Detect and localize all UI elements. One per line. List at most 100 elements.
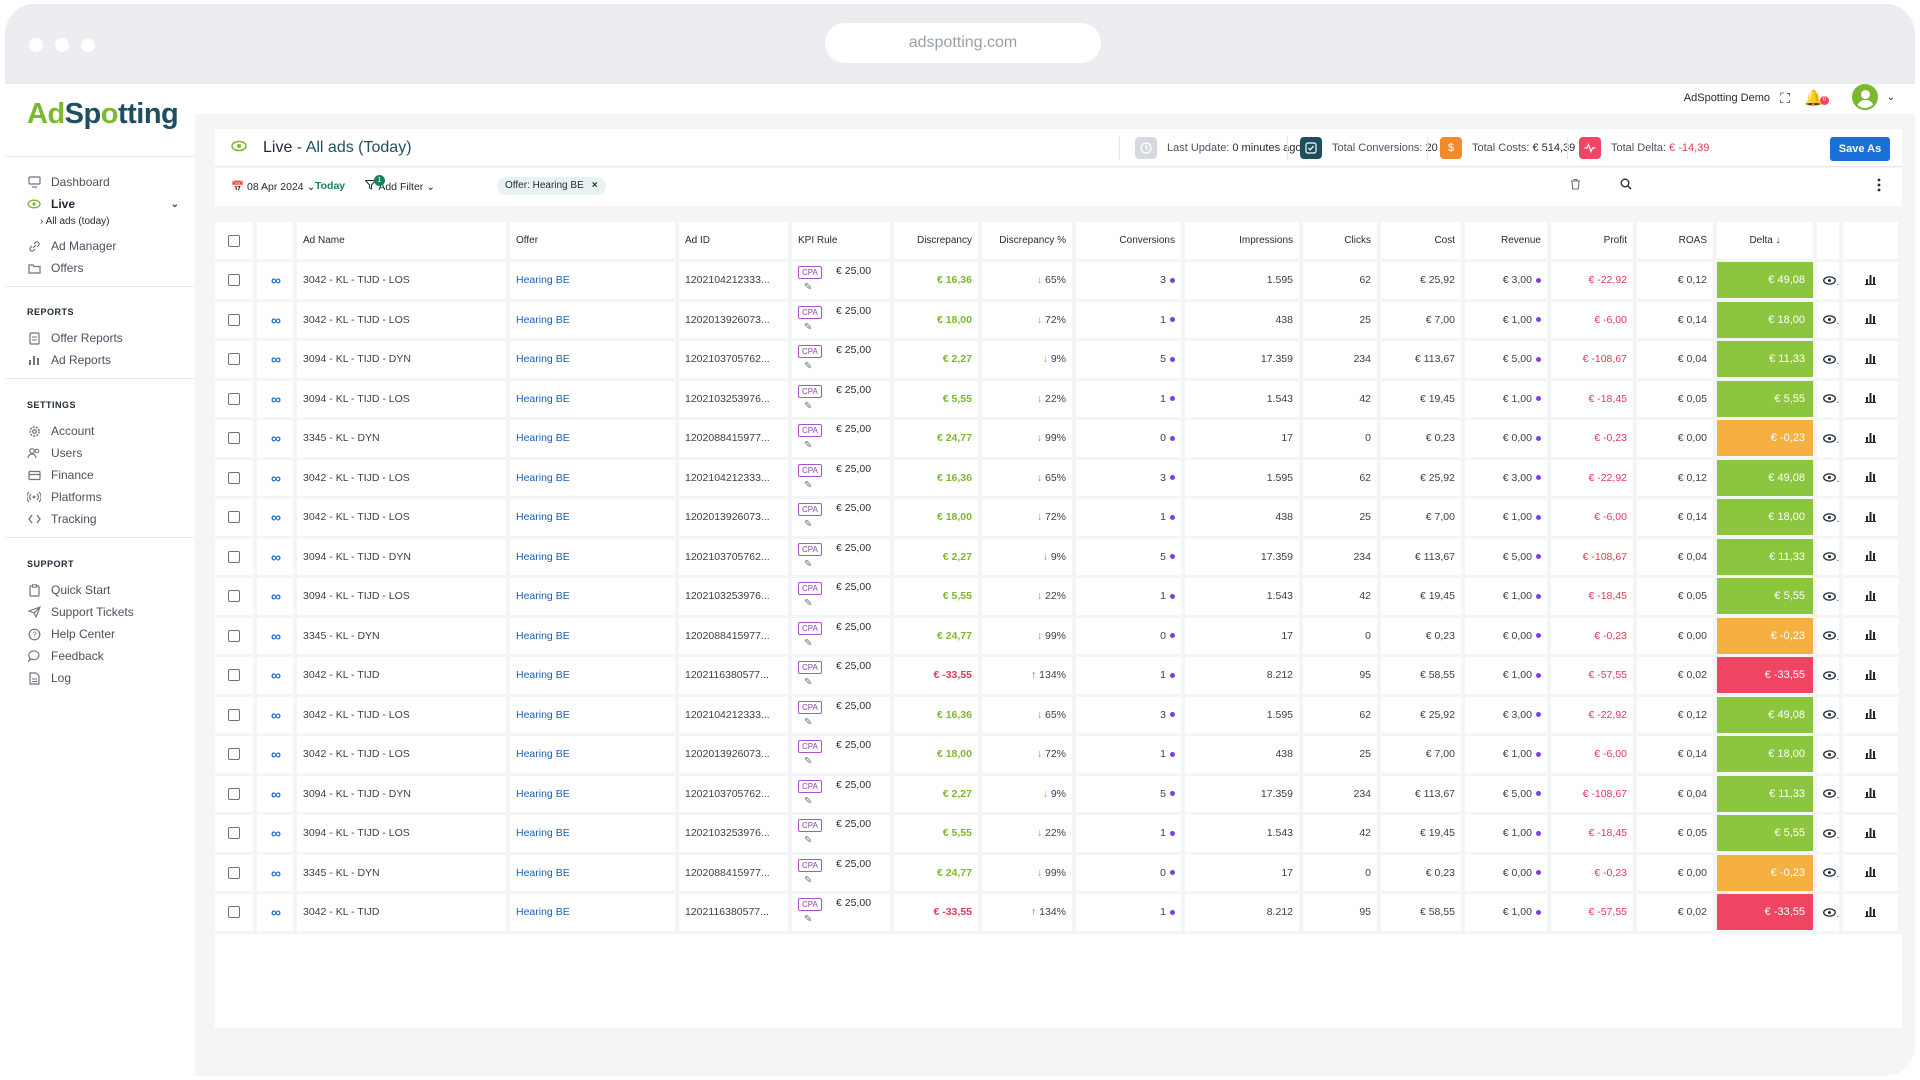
stats-action[interactable] xyxy=(1843,617,1902,657)
column-header-discrepancy[interactable]: Discrepancy xyxy=(894,222,982,262)
offer-link-text[interactable]: Hearing BE xyxy=(516,432,570,445)
table-row[interactable]: ∞ 3345 - KL - DYN Hearing BE 12020884159… xyxy=(215,617,1902,657)
sidebar-subitem-all-ads[interactable]: › All ads (today) xyxy=(40,216,110,227)
offer-link[interactable]: Hearing BE xyxy=(510,854,679,894)
ad-name[interactable]: 3042 - KL - TIJD - LOS xyxy=(297,736,510,776)
row-checkbox[interactable] xyxy=(228,432,240,445)
eye-icon[interactable] xyxy=(1823,391,1836,406)
offer-link[interactable]: Hearing BE xyxy=(510,657,679,697)
avatar[interactable] xyxy=(1852,84,1878,110)
edit-icon[interactable]: ✎ xyxy=(804,795,813,807)
filter-chip-offer[interactable]: Offer: Hearing BE × xyxy=(497,177,606,195)
row-checkbox[interactable] xyxy=(228,353,240,366)
bar-chart-icon[interactable] xyxy=(1865,628,1876,643)
window-close-dot[interactable] xyxy=(29,38,43,52)
table-row[interactable]: ∞ 3094 - KL - TIJD - DYN Hearing BE 1202… xyxy=(215,775,1902,815)
edit-icon[interactable]: ✎ xyxy=(804,479,813,491)
column-header-impressions[interactable]: Impressions xyxy=(1185,222,1303,262)
offer-link-text[interactable]: Hearing BE xyxy=(516,787,570,800)
offer-link-text[interactable]: Hearing BE xyxy=(516,590,570,603)
row-checkbox[interactable] xyxy=(228,313,240,326)
column-header-kpi-rule[interactable]: KPI Rule xyxy=(792,222,894,262)
user-name[interactable]: AdSpotting Demo xyxy=(1683,92,1770,104)
offer-link-text[interactable]: Hearing BE xyxy=(516,906,570,919)
today-button[interactable]: Today xyxy=(315,180,346,192)
edit-icon[interactable]: ✎ xyxy=(804,440,813,452)
stats-action[interactable] xyxy=(1843,341,1902,381)
stats-action[interactable] xyxy=(1843,578,1902,618)
table-row[interactable]: ∞ 3042 - KL - TIJD - LOS Hearing BE 1202… xyxy=(215,301,1902,341)
ad-name[interactable]: 3042 - KL - TIJD xyxy=(297,657,510,697)
eye-icon[interactable] xyxy=(1823,470,1836,485)
trash-icon[interactable] xyxy=(1570,178,1581,193)
view-action[interactable] xyxy=(1817,775,1843,815)
ad-name[interactable]: 3094 - KL - TIJD - DYN xyxy=(297,341,510,381)
view-action[interactable] xyxy=(1817,815,1843,855)
offer-link[interactable]: Hearing BE xyxy=(510,341,679,381)
sidebar-item-tracking[interactable]: Tracking xyxy=(27,509,187,529)
ad-name[interactable]: 3042 - KL - TIJD - LOS xyxy=(297,301,510,341)
sidebar-item-support-tickets[interactable]: Support Tickets xyxy=(27,602,187,622)
bar-chart-icon[interactable] xyxy=(1865,668,1876,683)
ad-name[interactable]: 3345 - KL - DYN xyxy=(297,854,510,894)
offer-link-text[interactable]: Hearing BE xyxy=(516,827,570,840)
stats-action[interactable] xyxy=(1843,538,1902,578)
column-header-revenue[interactable]: Revenue xyxy=(1465,222,1551,262)
bar-chart-icon[interactable] xyxy=(1865,589,1876,604)
offer-link-text[interactable]: Hearing BE xyxy=(516,313,570,326)
sidebar-item-dashboard[interactable]: Dashboard xyxy=(27,172,187,192)
column-header-ad-name[interactable]: Ad Name xyxy=(297,222,510,262)
offer-link[interactable]: Hearing BE xyxy=(510,380,679,420)
bar-chart-icon[interactable] xyxy=(1865,786,1876,801)
fullscreen-icon[interactable]: ⛶ xyxy=(1780,90,1790,106)
bar-chart-icon[interactable] xyxy=(1865,905,1876,920)
eye-icon[interactable] xyxy=(1823,431,1836,446)
offer-link-text[interactable]: Hearing BE xyxy=(516,669,570,682)
edit-icon[interactable]: ✎ xyxy=(804,637,813,649)
view-action[interactable] xyxy=(1817,894,1843,934)
stats-action[interactable] xyxy=(1843,262,1902,302)
eye-icon[interactable] xyxy=(1823,352,1836,367)
row-checkbox[interactable] xyxy=(228,511,240,524)
view-action[interactable] xyxy=(1817,341,1843,381)
table-row[interactable]: ∞ 3094 - KL - TIJD - DYN Hearing BE 1202… xyxy=(215,538,1902,578)
search-icon[interactable] xyxy=(1620,178,1632,193)
bar-chart-icon[interactable] xyxy=(1865,549,1876,564)
row-checkbox[interactable] xyxy=(228,787,240,800)
table-row[interactable]: ∞ 3042 - KL - TIJD Hearing BE 1202116380… xyxy=(215,894,1902,934)
edit-icon[interactable]: ✎ xyxy=(804,558,813,570)
table-row[interactable]: ∞ 3094 - KL - TIJD - LOS Hearing BE 1202… xyxy=(215,578,1902,618)
offer-link-text[interactable]: Hearing BE xyxy=(516,748,570,761)
table-row[interactable]: ∞ 3042 - KL - TIJD - LOS Hearing BE 1202… xyxy=(215,499,1902,539)
row-checkbox[interactable] xyxy=(228,550,240,563)
row-checkbox[interactable] xyxy=(228,629,240,642)
column-header-discrepancy-pct[interactable]: Discrepancy % xyxy=(982,222,1076,262)
offer-link[interactable]: Hearing BE xyxy=(510,578,679,618)
eye-icon[interactable] xyxy=(1823,707,1836,722)
offer-link-text[interactable]: Hearing BE xyxy=(516,274,570,287)
close-icon[interactable]: × xyxy=(591,180,598,191)
offer-link[interactable]: Hearing BE xyxy=(510,538,679,578)
sidebar-item-feedback[interactable]: Feedback xyxy=(27,646,187,666)
view-action[interactable] xyxy=(1817,736,1843,776)
view-action[interactable] xyxy=(1817,499,1843,539)
table-row[interactable]: ∞ 3094 - KL - TIJD - DYN Hearing BE 1202… xyxy=(215,341,1902,381)
eye-icon[interactable] xyxy=(1823,865,1836,880)
column-header-delta[interactable]: Delta ↓ xyxy=(1717,222,1817,262)
edit-icon[interactable]: ✎ xyxy=(804,598,813,610)
sidebar-item-quick-start[interactable]: Quick Start xyxy=(27,580,187,600)
eye-icon[interactable] xyxy=(1823,312,1836,327)
column-header-cost[interactable]: Cost xyxy=(1381,222,1465,262)
stats-action[interactable] xyxy=(1843,736,1902,776)
offer-link[interactable]: Hearing BE xyxy=(510,420,679,460)
column-header-conversions[interactable]: Conversions xyxy=(1076,222,1185,262)
stats-action[interactable] xyxy=(1843,696,1902,736)
sidebar-item-offers[interactable]: Offers xyxy=(27,258,187,278)
offer-link[interactable]: Hearing BE xyxy=(510,617,679,657)
ad-name[interactable]: 3345 - KL - DYN xyxy=(297,420,510,460)
view-action[interactable] xyxy=(1817,696,1843,736)
stats-action[interactable] xyxy=(1843,380,1902,420)
bar-chart-icon[interactable] xyxy=(1865,747,1876,762)
bar-chart-icon[interactable] xyxy=(1865,865,1876,880)
table-row[interactable]: ∞ 3042 - KL - TIJD Hearing BE 1202116380… xyxy=(215,657,1902,697)
